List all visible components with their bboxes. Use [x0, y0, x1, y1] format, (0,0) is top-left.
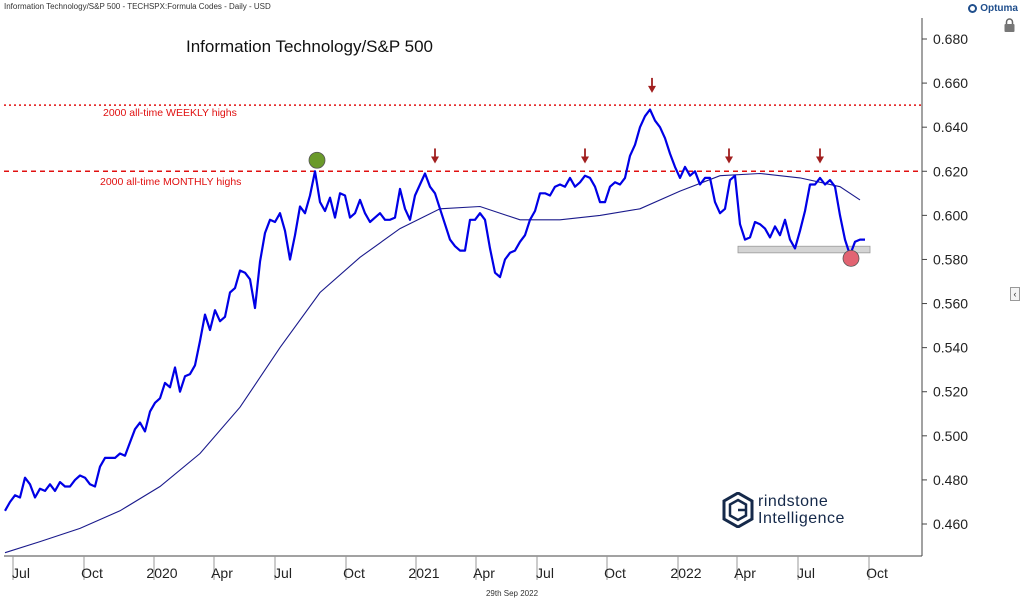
x-tick-label: Jul [274, 565, 292, 581]
monthly-high-label: 2000 all-time MONTHLY highs [100, 176, 241, 188]
grindstone-logo-icon [722, 492, 754, 528]
y-tick-label: 0.600 [933, 207, 968, 223]
down-arrow-head-icon [581, 156, 589, 164]
marker-circle [842, 249, 860, 267]
panel-collapse-button[interactable]: ‹ [1010, 287, 1020, 301]
chart-header-meta: Information Technology/S&P 500 - TECHSPX… [4, 2, 271, 11]
x-tick-label: Apr [211, 565, 233, 581]
grindstone-watermark: rindstone Intelligence [722, 492, 845, 528]
x-tick-label: Jul [797, 565, 815, 581]
lock-icon[interactable] [1003, 18, 1016, 33]
y-tick-label: 0.640 [933, 119, 968, 135]
down-arrow-head-icon [725, 156, 733, 164]
weekly-high-label: 2000 all-time WEEKLY highs [103, 107, 237, 119]
y-tick-label: 0.620 [933, 163, 968, 179]
x-tick-label: 2020 [146, 565, 177, 581]
chart-title: Information Technology/S&P 500 [186, 37, 433, 56]
x-tick-label: Oct [604, 565, 626, 581]
marker-circle [308, 151, 326, 169]
x-tick-label: Apr [734, 565, 756, 581]
y-tick-label: 0.680 [933, 31, 968, 47]
x-tick-label: Oct [866, 565, 888, 581]
y-tick-label: 0.500 [933, 428, 968, 444]
x-tick-label: 2021 [408, 565, 439, 581]
y-tick-label: 0.660 [933, 75, 968, 91]
optuma-brand: Optuma [968, 3, 1018, 14]
y-tick-label: 0.460 [933, 516, 968, 532]
y-tick-label: 0.480 [933, 472, 968, 488]
x-tick-label: Oct [343, 565, 365, 581]
price-line [4, 108, 865, 512]
y-tick-label: 0.580 [933, 251, 968, 267]
x-tick-label: Jul [12, 565, 30, 581]
watermark-line2: Intelligence [758, 510, 845, 527]
watermark-line1: rindstone [758, 493, 829, 510]
support-band [737, 245, 871, 254]
footer-date: 29th Sep 2022 [485, 589, 539, 598]
y-tick-label: 0.560 [933, 296, 968, 312]
x-tick-label: Jul [536, 565, 554, 581]
x-tick-label: 2022 [670, 565, 701, 581]
down-arrow-head-icon [648, 85, 656, 93]
down-arrow-head-icon [816, 156, 824, 164]
y-tick-label: 0.520 [933, 384, 968, 400]
x-tick-label: Oct [81, 565, 103, 581]
brand-label: Optuma [980, 3, 1018, 14]
down-arrow-head-icon [431, 156, 439, 164]
optuma-logo-icon [968, 4, 978, 13]
y-tick-label: 0.540 [933, 340, 968, 356]
x-tick-label: Apr [473, 565, 495, 581]
